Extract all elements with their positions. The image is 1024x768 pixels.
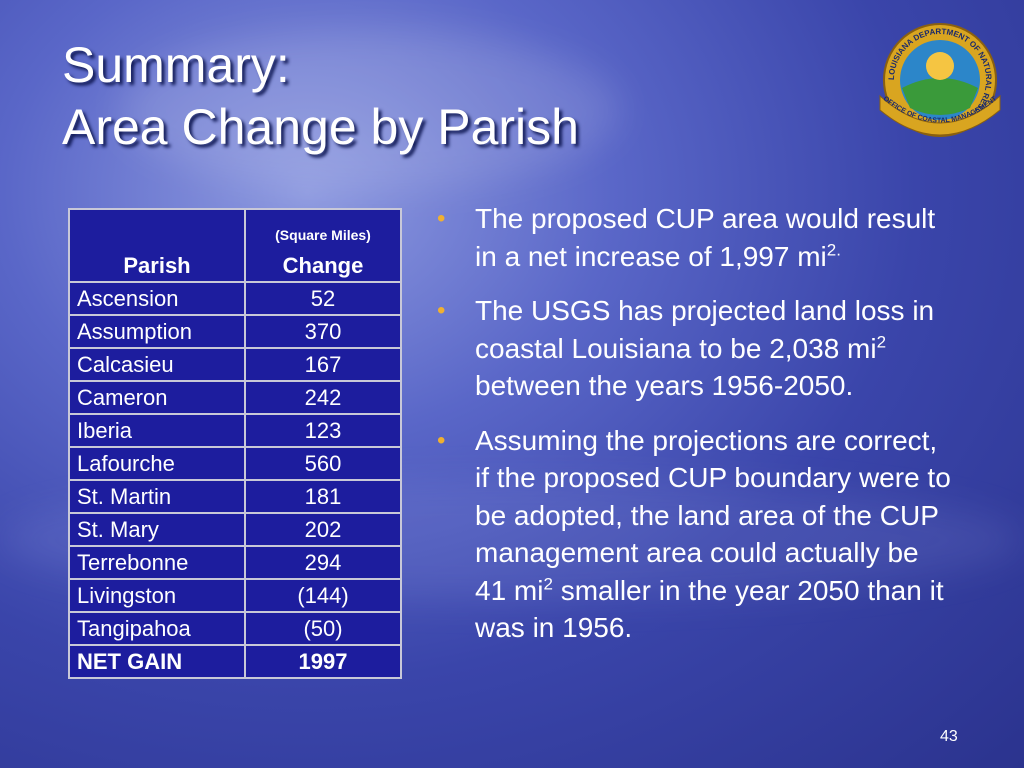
change-cell: 294 (244, 545, 402, 580)
parish-cell: Tangipahoa (68, 611, 246, 646)
logo-banner (879, 94, 1001, 136)
total-value: 1997 (244, 644, 402, 679)
change-cell: 202 (244, 512, 402, 547)
table-row: Calcasieu 167 (68, 347, 402, 382)
total-row: NET GAIN 1997 (68, 644, 402, 679)
superscript: 2. (826, 240, 841, 260)
change-cell: (50) (244, 611, 402, 646)
superscript: 2 (876, 332, 887, 352)
logo-land (902, 78, 978, 115)
table-row: Ascension 52 (68, 281, 402, 316)
table-row: St. Martin 181 (68, 479, 402, 514)
bullet-text: Assuming the projections are correct, if… (475, 424, 951, 606)
parish-table: Parish (Square Miles) Change Ascension 52 A… (68, 208, 402, 679)
cloud (120, 30, 620, 190)
header-cell: Parish (68, 208, 246, 283)
table-row: Iberia 123 (68, 413, 402, 448)
logo-sun (926, 52, 954, 80)
parish-cell: Terrebonne (68, 545, 246, 580)
table-row: Livingston (144) (68, 578, 402, 613)
title: Summary: Area Change by Parish (62, 34, 579, 158)
parish-cell: Lafourche (68, 446, 246, 481)
table-row: Lafourche 560 (68, 446, 402, 481)
bullet: The USGS has projected land loss in coas… (437, 292, 952, 405)
change-cell: 181 (244, 479, 402, 514)
table-row: Terrebonne 294 (68, 545, 402, 580)
bullet-list: The proposed CUP area would result in a … (437, 200, 952, 664)
total-label: NET GAIN (68, 644, 246, 679)
superscript: 2 (543, 574, 553, 594)
parish-cell: St. Mary (68, 512, 246, 547)
change-cell: 370 (244, 314, 402, 349)
change-cell: 52 (244, 281, 402, 316)
header-text: Change (282, 253, 364, 278)
table-row: Assumption 370 (68, 314, 402, 349)
change-cell: 167 (244, 347, 402, 382)
bullet: The proposed CUP area would result in a … (437, 200, 952, 275)
parish-cell: Cameron (68, 380, 246, 415)
change-cell: (144) (244, 578, 402, 613)
change-cell: 560 (244, 446, 402, 481)
bullet-text: between the years 1956-2050. (475, 370, 854, 401)
bullet-text: The proposed CUP area would result in a … (475, 203, 936, 272)
logo: LOUISIANA DEPARTMENT OF NATURAL RESOURCE… (879, 23, 1001, 137)
bullet-text: The USGS has projected land loss in coas… (475, 295, 935, 364)
table-row: St. Mary 202 (68, 512, 402, 547)
change-cell: 123 (244, 413, 402, 448)
parish-cell: Livingston (68, 578, 246, 613)
table-row: Cameron 242 (68, 380, 402, 415)
title-line: Summary: (62, 37, 290, 93)
parish-cell: Assumption (68, 314, 246, 349)
table-row: Tangipahoa (50) (68, 611, 402, 646)
unit: (Square Miles) (275, 227, 371, 243)
parish-cell: St. Martin (68, 479, 246, 514)
parish-cell: Calcasieu (68, 347, 246, 382)
parish-cell: Iberia (68, 413, 246, 448)
parish-cell: Ascension (68, 281, 246, 316)
bullet: Assuming the projections are correct, if… (437, 422, 952, 647)
page-number: 43 (940, 728, 958, 745)
change-cell: 242 (244, 380, 402, 415)
header-row: Parish (Square Miles) Change (68, 208, 402, 283)
title-line: Area Change by Parish (62, 99, 579, 155)
header-cell: (Square Miles) Change (244, 208, 402, 283)
bullet-text: smaller in the year 2050 than it was in … (475, 574, 944, 644)
